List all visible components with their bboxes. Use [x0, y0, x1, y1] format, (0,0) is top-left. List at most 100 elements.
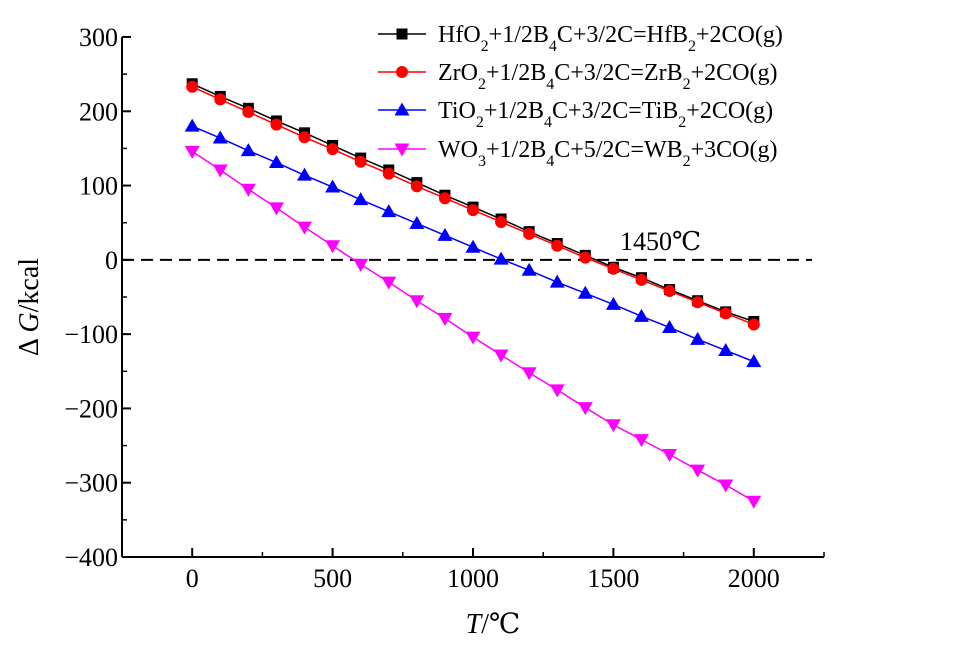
legend-entry-0: HfO2+1/2B4C+3/2C=HfB2+2CO(g)	[378, 22, 783, 55]
y-tick-label: −300	[64, 469, 118, 498]
data-point	[184, 118, 200, 132]
data-point	[579, 251, 592, 264]
legend-label-part: +1/2B	[486, 137, 546, 163]
data-point	[691, 296, 704, 309]
data-point	[549, 274, 565, 288]
data-point	[719, 307, 732, 320]
data-point	[381, 276, 397, 290]
data-point	[465, 331, 481, 345]
series-3	[184, 145, 762, 509]
legend-label-part: TiO	[438, 98, 476, 124]
x-tick-label: 2000	[728, 564, 780, 593]
data-point	[437, 227, 453, 241]
data-point	[212, 164, 228, 178]
data-point	[633, 308, 649, 322]
data-point	[523, 227, 536, 240]
y-tick-label: 300	[79, 23, 118, 52]
legend-label-part: +1/2B	[484, 98, 544, 124]
series-2	[184, 118, 762, 368]
legend-label-part: 4	[544, 114, 552, 131]
legend-label: HfO2+1/2B4C+3/2C=HfB2+2CO(g)	[438, 22, 783, 55]
series-group	[184, 78, 762, 509]
x-tick-label: 1500	[587, 564, 639, 593]
legend-label-part: +1/2B	[486, 60, 546, 86]
x-axis-title-var: T	[466, 609, 484, 640]
legend-group: HfO2+1/2B4C+3/2C=HfB2+2CO(g)ZrO2+1/2B4C+…	[378, 22, 783, 170]
legend-label-part: C+3/2C=ZrB	[554, 60, 682, 86]
data-point	[521, 262, 537, 276]
x-tick-label: 500	[313, 564, 352, 593]
legend-label-part: +3CO(g)	[691, 137, 778, 163]
annotation-1450: 1450℃	[620, 227, 701, 256]
data-point	[718, 479, 734, 493]
x-axis-title-unit: /℃	[481, 609, 520, 640]
legend-marker	[396, 66, 408, 78]
data-point	[635, 273, 648, 286]
data-point	[268, 155, 284, 169]
legend-label-part: 2	[478, 76, 486, 93]
data-point	[746, 495, 762, 509]
legend-label: ZrO2+1/2B4C+3/2C=ZrB2+2CO(g)	[438, 60, 777, 93]
data-point	[242, 106, 255, 119]
data-point	[410, 180, 423, 193]
data-point	[268, 202, 284, 216]
data-point	[325, 240, 341, 254]
data-point	[354, 155, 367, 168]
legend-label-part: 2	[683, 153, 691, 170]
legend-entry-1: ZrO2+1/2B4C+3/2C=ZrB2+2CO(g)	[378, 60, 777, 93]
legend-label-part: 4	[546, 153, 554, 170]
data-point	[521, 367, 537, 381]
y-axis-title-delta: Δ	[14, 333, 45, 356]
data-point	[438, 192, 451, 205]
data-point	[577, 285, 593, 299]
series-1	[186, 80, 760, 331]
data-point	[495, 215, 508, 228]
legend-label-part: 2	[476, 114, 484, 131]
legend-label-part: +2CO(g)	[686, 98, 773, 124]
data-point	[747, 318, 760, 331]
legend-label-part: 2	[481, 38, 489, 55]
data-point	[577, 402, 593, 416]
data-point	[353, 258, 369, 272]
legend-label-part: +2CO(g)	[691, 60, 778, 86]
data-point	[746, 354, 762, 368]
data-point	[605, 419, 621, 433]
legend-label-part: 2	[683, 76, 691, 93]
data-point	[465, 239, 481, 253]
data-point	[297, 167, 313, 181]
data-point	[437, 313, 453, 327]
legend-label-part: 4	[546, 76, 554, 93]
data-point	[325, 179, 341, 193]
legend-label-part: C+3/2C=HfB	[557, 22, 688, 48]
data-point	[551, 239, 564, 252]
data-point	[409, 295, 425, 309]
y-axis-title-var: G	[14, 312, 45, 332]
legend-label-part: C+5/2C=WB	[554, 137, 682, 163]
data-point	[212, 130, 228, 144]
x-axis-title: T/℃	[466, 609, 521, 640]
data-point	[240, 183, 256, 197]
y-tick-label: 200	[79, 97, 118, 126]
legend-label-part: WO	[438, 137, 478, 163]
legend-label-part: ZrO	[438, 60, 478, 86]
legend-label: WO3+1/2B4C+5/2C=WB2+3CO(g)	[438, 137, 777, 170]
data-point	[240, 143, 256, 157]
data-point	[297, 221, 313, 235]
data-point	[607, 262, 620, 275]
y-tick-label: −200	[64, 394, 118, 423]
legend-entry-2: TiO2+1/2B4C+3/2C=TiB2+2CO(g)	[378, 98, 773, 131]
y-tick-label: −100	[64, 320, 118, 349]
data-point	[467, 204, 479, 217]
legend-label: TiO2+1/2B4C+3/2C=TiB2+2CO(g)	[438, 98, 773, 131]
data-point	[214, 93, 227, 106]
y-tick-label: 0	[105, 246, 118, 275]
x-tick-label: 1000	[447, 564, 499, 593]
data-point	[353, 192, 369, 206]
legend-label-part: +2CO(g)	[696, 22, 783, 48]
y-tick-label: 100	[79, 172, 118, 201]
legend-label-part: 2	[678, 114, 686, 131]
data-point	[493, 251, 509, 265]
legend-label-part: 3	[478, 153, 486, 170]
